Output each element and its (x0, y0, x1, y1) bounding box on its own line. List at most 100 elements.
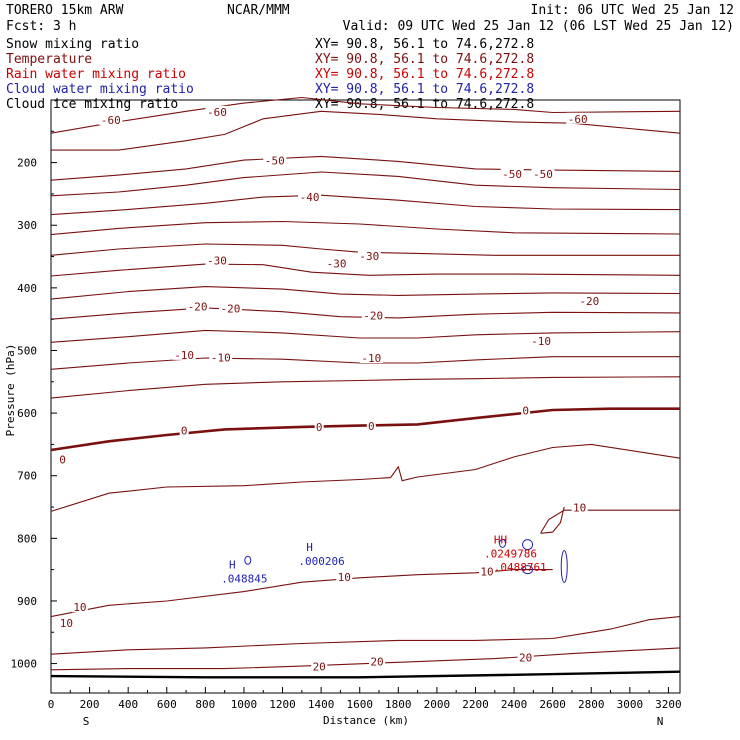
contour-label: 10 (60, 617, 73, 630)
contour-label: 0 (181, 425, 188, 438)
contour-label-bg (179, 424, 189, 436)
plot-border (50, 99, 681, 694)
contour-label-bg (336, 571, 353, 583)
cloud-water-contour (522, 539, 534, 551)
contour-label: 0 (316, 421, 323, 434)
temperature-contour-line (50, 356, 680, 370)
contour-label: 10 (338, 571, 351, 584)
x-tick-label: 200 (80, 698, 100, 711)
contour-label-bg (58, 453, 68, 465)
contour-label: -50 (265, 155, 285, 168)
contour-label-bg (71, 601, 88, 613)
contour-label: -10 (211, 351, 231, 364)
field-name: Rain water mixing ratio (6, 67, 186, 82)
contour-label: -10 (531, 335, 551, 348)
contour-label: -60 (568, 113, 588, 126)
x-tick-label: 2600 (539, 698, 566, 711)
temperature-contour-line (50, 220, 681, 236)
temperature-contour-line (50, 286, 681, 300)
contour-label-bg (99, 114, 123, 126)
contour-label: -50 (533, 168, 553, 181)
y-tick-label: 400 (17, 282, 37, 295)
y-tick-label: 300 (17, 219, 37, 232)
temperature-contour-line (51, 110, 681, 151)
contour-label: 10 (73, 601, 86, 614)
contour-label-bg (325, 257, 349, 269)
plot-frame (50, 99, 681, 694)
contour-label: 20 (313, 661, 326, 674)
axes: 0 200 400 600 800 1000 1200 1400 1600 1800 2000 220… (11, 130, 682, 711)
x-tick-label: 2200 (462, 698, 489, 711)
cloud-water-contour (498, 538, 506, 548)
cloud-water-contour (522, 565, 534, 575)
contour-label: -60 (207, 106, 227, 119)
contour-label-bg (58, 616, 75, 628)
x-tick-label: 3200 (655, 698, 682, 711)
y-tick-label: 1000 (11, 658, 38, 671)
field-name: Temperature (6, 52, 92, 67)
x-tick-label: 3000 (617, 698, 644, 711)
contour-labels: -60-60-60-50-50 -50-40-30 -30-30-20 -20-20-… (58, 105, 601, 674)
contour-label-bg (209, 351, 233, 363)
temperature-contour-line (50, 329, 681, 343)
cloud-water-max-symbol: H (229, 558, 236, 571)
y-tick-label: 500 (17, 344, 37, 357)
contour-label: -10 (361, 352, 381, 365)
contour-label: 20 (519, 651, 532, 664)
org-label: NCAR/MMM (227, 3, 290, 18)
contour-label: 10 (573, 502, 586, 515)
x-tick-label: 1400 (308, 698, 335, 711)
contour-label: -30 (359, 250, 379, 263)
field-xy-range: XY= 90.8, 56.1 to 74.6,272.8 (315, 67, 534, 82)
temperature-contour-line (50, 155, 681, 181)
contour-label: -20 (221, 303, 241, 316)
contour-label-bg (369, 655, 386, 667)
end-point-label: N (657, 715, 664, 728)
temperature-contour-line (50, 569, 553, 618)
contour-label: 0 (59, 453, 66, 466)
cloud-water-max-symbol: H (306, 541, 313, 554)
forecast-hour: Fcst: 3 h (6, 19, 76, 34)
contour-label: -30 (207, 254, 227, 267)
temperature-contour-line (50, 616, 681, 655)
x-axis-label: Distance (km) (323, 714, 409, 727)
x-tick-label: 1000 (231, 698, 258, 711)
y-axis-label: Pressure (hPa) (4, 344, 17, 437)
contour-label-bg (205, 105, 229, 117)
cloud-water-max-value: .000206 (298, 555, 344, 568)
temperature-contour-line (50, 171, 681, 197)
y-tick-label: 900 (17, 595, 37, 608)
contour-label: -30 (327, 257, 347, 270)
y-tick-label: 800 (17, 532, 37, 545)
contour-label-bg (517, 651, 534, 663)
contour-label: -50 (502, 168, 522, 181)
contour-label-bg (479, 565, 496, 577)
rain-max-value: .0249786 (484, 547, 537, 560)
contour-label: -20 (188, 301, 208, 314)
field-name: Snow mixing ratio (6, 37, 139, 52)
contour-label-bg (172, 348, 196, 360)
field-name: Cloud water mixing ratio (6, 82, 194, 97)
field-name: Cloud ice mixing ratio (6, 97, 178, 112)
valid-time: Valid: 09 UTC Wed 25 Jan 12 (06 LST Wed … (343, 19, 734, 34)
contour-label-bg (205, 254, 229, 266)
cloud-water-contour (560, 550, 568, 584)
rain-max-value: .0488761 (494, 561, 547, 574)
field-xy-range: XY= 90.8, 56.1 to 74.6,272.8 (315, 97, 534, 112)
contour-label-bg (531, 167, 555, 179)
temperature-contour-line (50, 263, 681, 277)
terrain-surface-line (50, 670, 681, 679)
contour-label: -40 (300, 191, 320, 204)
contour-label-bg (314, 420, 324, 432)
x-tick-label: 1800 (385, 698, 412, 711)
x-tick-label: 1600 (346, 698, 373, 711)
contour-label-bg (571, 501, 588, 513)
temperature-contour-line (50, 307, 681, 320)
y-tick-label: 600 (17, 407, 37, 420)
x-tick-label: 600 (157, 698, 177, 711)
temperature-contour-line (50, 443, 681, 512)
y-tick-label: 700 (17, 470, 37, 483)
rain-max-symbol: HH (494, 533, 507, 546)
contour-label-bg (263, 154, 287, 166)
contour-label-bg (357, 249, 381, 261)
